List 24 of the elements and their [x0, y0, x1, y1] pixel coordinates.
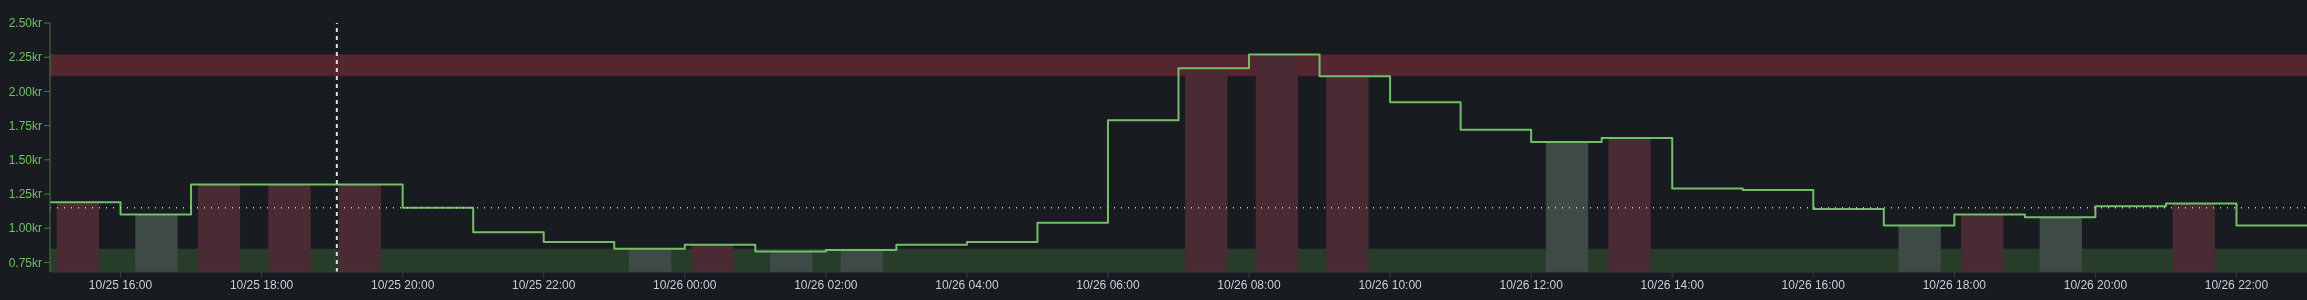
x-tick-label: 10/26 02:00	[794, 277, 858, 292]
x-tick-label: 10/26 00:00	[653, 277, 717, 292]
x-tick-label: 10/25 20:00	[370, 277, 435, 292]
x-tick-label: 10/26 18:00	[1922, 277, 1987, 292]
x-tick-label: 10/25 16:00	[88, 277, 153, 292]
x-tick-label: 10/26 20:00	[2063, 277, 2128, 292]
y-tick-label: 1.25kr	[8, 187, 42, 202]
x-tick-label: 10/26 12:00	[1499, 277, 1564, 292]
x-tick-label: 10/26 08:00	[1217, 277, 1282, 292]
y-tick-label: 1.00kr	[8, 221, 42, 236]
x-tick-label: 10/26 04:00	[935, 277, 999, 292]
y-tick-label: 1.50kr	[8, 153, 42, 168]
y-tick-label: 2.00kr	[8, 84, 42, 99]
x-tick-label: 10/26 16:00	[1781, 277, 1846, 292]
x-tick-label: 10/26 06:00	[1076, 277, 1140, 292]
x-tick-label: 10/26 14:00	[1640, 277, 1705, 292]
y-tick-label: 2.50kr	[8, 16, 42, 31]
x-tick-label: 10/25 22:00	[512, 277, 576, 292]
y-tick-label: 1.75kr	[8, 118, 42, 133]
x-tick-label: 10/26 22:00	[2204, 277, 2269, 292]
y-tick-label: 0.75kr	[8, 255, 42, 270]
y-tick-label: 2.25kr	[8, 50, 42, 65]
x-tick-label: 10/25 18:00	[229, 277, 294, 292]
x-tick-label: 10/26 10:00	[1358, 277, 1423, 292]
